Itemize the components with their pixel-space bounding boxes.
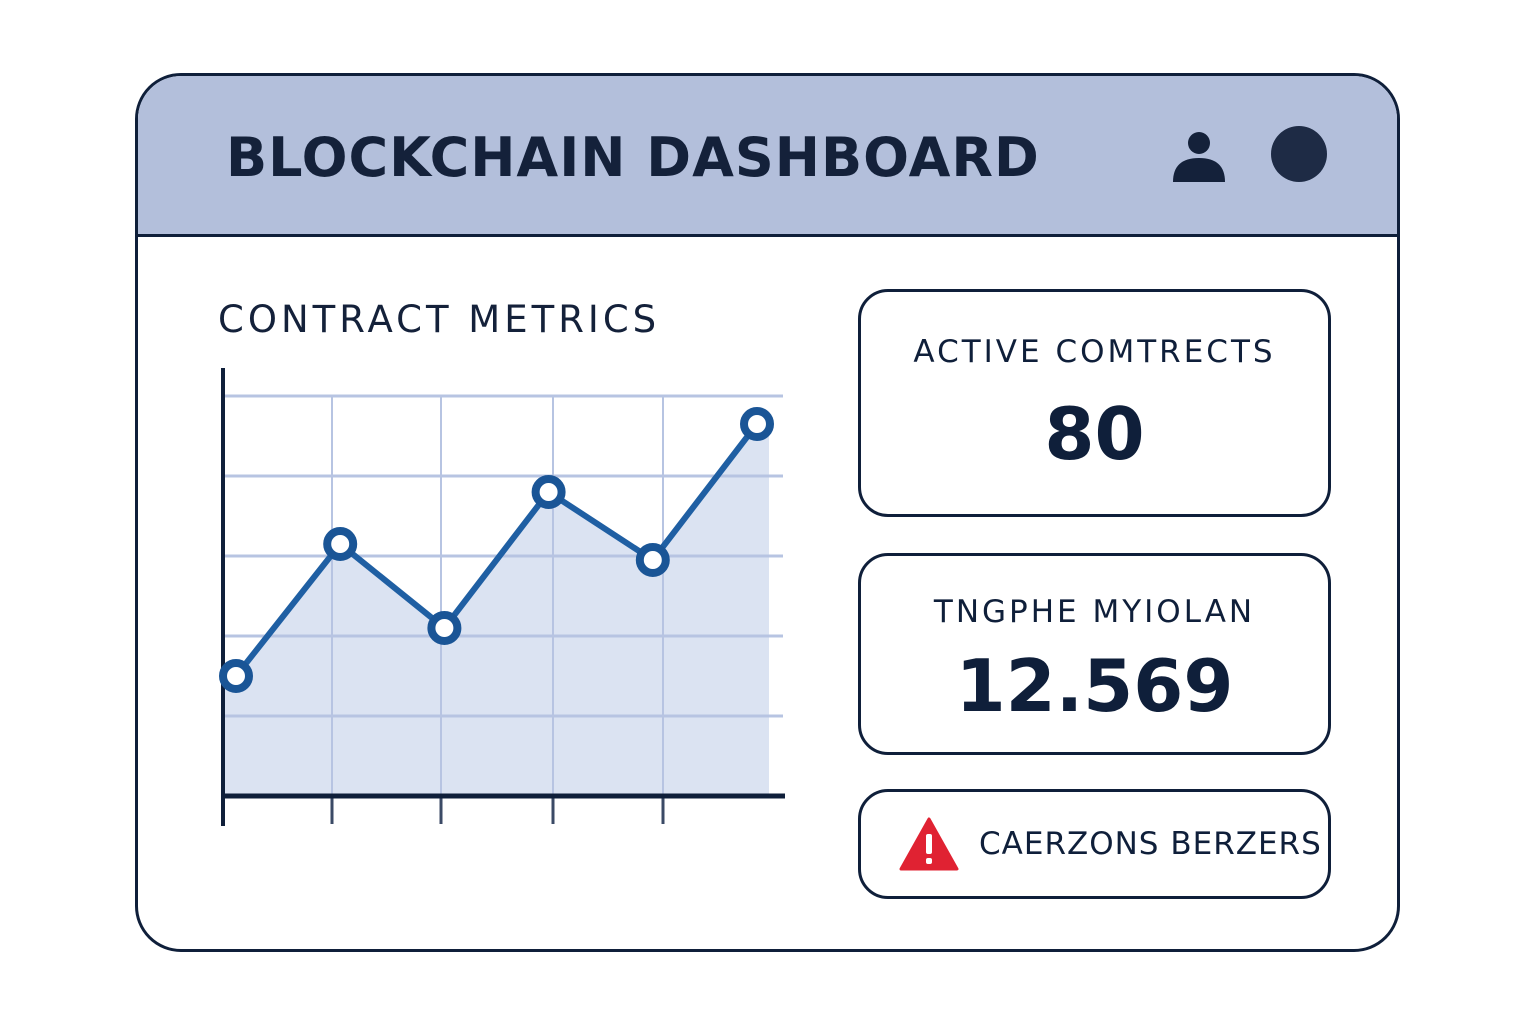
contract-metrics-chart xyxy=(219,368,785,826)
data-point xyxy=(323,527,358,561)
data-point xyxy=(219,659,253,693)
series-line xyxy=(233,422,760,678)
header-bar: BLOCKCHAIN DASHBOARD xyxy=(138,76,1397,237)
data-point xyxy=(740,407,774,441)
data-point xyxy=(427,611,462,645)
active-contracts-card: ACTIVE COMTRECTS 80 xyxy=(858,289,1331,517)
section-title: CONTRACT METRICS xyxy=(218,298,661,341)
card-value: 12.569 xyxy=(955,644,1234,728)
card-label: TNGPHE MYIOLAN xyxy=(933,594,1256,630)
card-value: 80 xyxy=(1044,392,1145,476)
metric-card: TNGPHE MYIOLAN 12.569 xyxy=(858,553,1331,755)
alert-card[interactable]: CAERZONS BERZERS xyxy=(858,789,1331,899)
warning-triangle-icon xyxy=(899,817,959,871)
page-title: BLOCKCHAIN DASHBOARD xyxy=(226,126,1040,189)
area-fill xyxy=(223,424,769,796)
data-point xyxy=(635,543,670,577)
card-label: ACTIVE COMTRECTS xyxy=(913,334,1276,370)
user-icon[interactable] xyxy=(1171,128,1227,184)
dashboard-window: BLOCKCHAIN DASHBOARD CONTRACT METRICS AC… xyxy=(135,73,1400,952)
alert-label: CAERZONS BERZERS xyxy=(979,826,1322,862)
status-dot-icon[interactable] xyxy=(1271,126,1327,182)
data-point xyxy=(531,475,566,509)
